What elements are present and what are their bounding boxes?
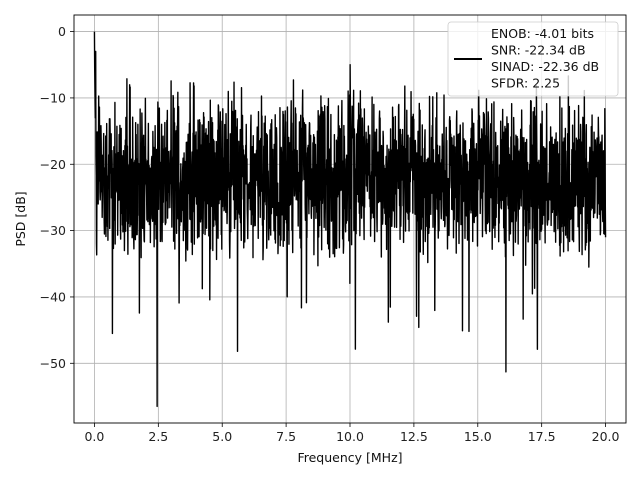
- x-axis-label: Frequency [MHz]: [297, 450, 402, 465]
- x-tick-label: 20.0: [592, 429, 620, 444]
- legend-line: SINAD: -22.36 dB: [491, 59, 599, 74]
- x-tick-label: 7.5: [276, 429, 296, 444]
- x-tick-label: 2.5: [148, 429, 168, 444]
- y-axis-label: PSD [dB]: [13, 191, 28, 246]
- data-area: [93, 31, 607, 408]
- legend-box: [447, 21, 619, 97]
- x-tick-label: 10.0: [336, 429, 364, 444]
- legend-text: ENOB: -4.01 bits SNR: -22.34 dB SINAD: -22…: [491, 26, 599, 91]
- x-tick-label: 17.5: [528, 429, 556, 444]
- x-tick-label: 5.0: [212, 429, 232, 444]
- legend-line: SNR: -22.34 dB: [491, 43, 586, 58]
- y-tick-label: −30: [40, 223, 66, 238]
- ticks: 0.0 2.5 5.0 7.5 10.0 12.5 15.0 17.5 20.0 0 −10 −20 −…: [40, 24, 620, 444]
- y-tick-label: −20: [40, 157, 66, 172]
- psd-series-line: [93, 31, 607, 408]
- legend-line: SFDR: 2.25: [491, 76, 560, 91]
- y-tick-label: −40: [40, 289, 66, 304]
- legend: ENOB: -4.01 bits SNR: -22.34 dB SINAD: -22…: [447, 21, 619, 97]
- x-tick-label: 0.0: [84, 429, 104, 444]
- x-tick-label: 15.0: [464, 429, 492, 444]
- x-tick-label: 12.5: [400, 429, 428, 444]
- y-tick-label: −10: [40, 90, 66, 105]
- y-tick-label: 0: [58, 24, 66, 39]
- legend-line: ENOB: -4.01 bits: [491, 26, 594, 41]
- y-tick-label: −50: [40, 356, 66, 371]
